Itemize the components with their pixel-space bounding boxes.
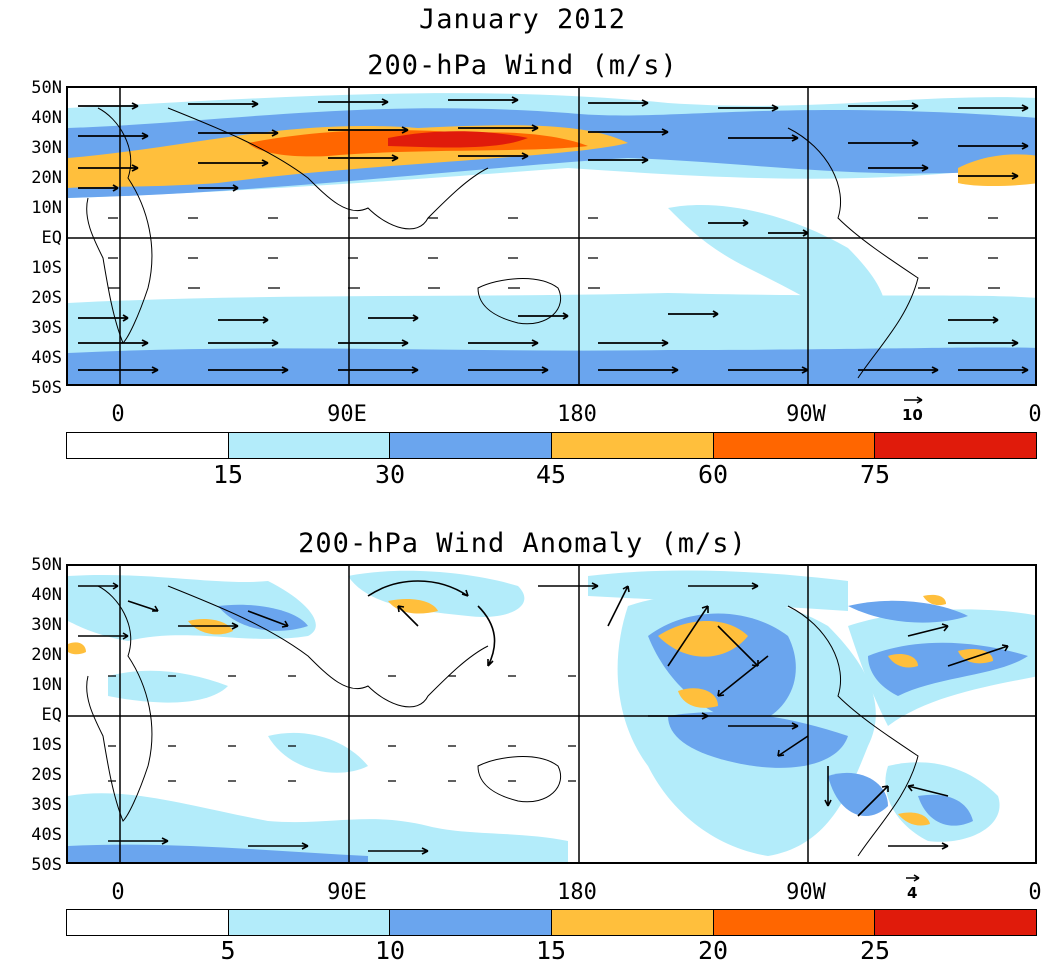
- panel2-colorbar: [66, 909, 1037, 936]
- panel2-colorbar-label: 5: [220, 936, 236, 965]
- panel1-lat-label: EQ: [41, 228, 62, 248]
- panel1-lat-label: 40N: [31, 108, 62, 128]
- panel1-reference-vector-label: 10: [902, 406, 923, 424]
- panel1-lat-label: 10S: [31, 258, 62, 278]
- panel2-reference-vector: 4: [902, 872, 932, 906]
- reference-arrow-icon: [906, 874, 920, 882]
- panel1-shade-75: [388, 131, 528, 148]
- panel1-colorbar-cell: [713, 433, 876, 458]
- panel2-lat-label: 10N: [31, 675, 62, 695]
- panel2-lat-label: 10S: [31, 735, 62, 755]
- panel2-colorbar-label: 20: [697, 936, 729, 965]
- panel1-lat-label: 40S: [31, 348, 62, 368]
- panel2-lon-label: 0: [111, 880, 125, 905]
- panel1-colorbar-cell: [228, 433, 391, 458]
- panel2-lat-label: 40N: [31, 585, 62, 605]
- panel2-shade-10: [68, 600, 1028, 862]
- panel1-small-vectors: [108, 217, 1000, 289]
- panel1-lon-label: 90E: [327, 402, 367, 427]
- panel2-colorbar-cell: [552, 910, 714, 935]
- panel2-lon-label: 90E: [327, 880, 367, 905]
- panel1-lat-label: 20S: [31, 288, 62, 308]
- panel1-colorbar-label: 30: [374, 460, 406, 489]
- panel2-lat-label: 30S: [31, 795, 62, 815]
- panel1-colorbar-label: 60: [697, 460, 729, 489]
- panel2-title: 200-hPa Wind Anomaly (m/s): [298, 528, 747, 559]
- panel2-lat-label: 20S: [31, 765, 62, 785]
- panel2-colorbar-label: 15: [535, 936, 567, 965]
- panel2-colorbar-cell: [228, 910, 391, 935]
- panel2-anomaly-map: [66, 564, 1037, 864]
- panel2-lat-label: 50N: [31, 555, 62, 575]
- panel2-small-vectors: [108, 675, 576, 782]
- panel2-lat-label: EQ: [41, 705, 62, 725]
- panel2-wind-vectors: [78, 580, 1009, 855]
- panel1-colorbar-cell: [390, 433, 553, 458]
- panel1-lon-label: 90W: [786, 402, 826, 427]
- panel1-wind-vectors: [78, 96, 1029, 374]
- panel1-lon-label: 0: [111, 402, 125, 427]
- panel1-lon-label: 0: [1028, 402, 1042, 427]
- panel2-lat-label: 20N: [31, 645, 62, 665]
- panel2-coastlines: [86, 585, 919, 857]
- panel1-colorbar-label: 75: [859, 460, 891, 489]
- panel2-lat-label: 50S: [31, 855, 62, 875]
- panel1-map-graphic: [68, 88, 1035, 384]
- panel2-shade-15: [68, 594, 993, 826]
- panel1-lon-label: 180: [557, 402, 597, 427]
- panel1-wind-map: [66, 86, 1037, 386]
- panel1-colorbar-cell: [67, 433, 229, 458]
- panel2-colorbar-cell: [67, 910, 229, 935]
- panel1-lat-label: 10N: [31, 198, 62, 218]
- panel1-lat-label: 20N: [31, 168, 62, 188]
- panel1-colorbar-label: 15: [212, 460, 244, 489]
- panel2-map-graphic: [68, 566, 1035, 862]
- panel2-colorbar-label: 10: [374, 936, 406, 965]
- panel1-lat-label: 30N: [31, 138, 62, 158]
- panel1-colorbar-cell: [552, 433, 714, 458]
- panel1-lat-label: 50S: [31, 378, 62, 398]
- panel1-lat-label: 50N: [31, 78, 62, 98]
- panel1-colorbar-label: 45: [535, 460, 567, 489]
- panel1-shade-sh30: [68, 347, 1035, 384]
- panel2-reference-vector-label: 4: [907, 884, 918, 902]
- panel2-colorbar-cell: [875, 910, 1037, 935]
- reference-arrow-icon: [904, 396, 923, 404]
- panel1-coastlines: [86, 107, 919, 379]
- panel1-reference-vector: 10: [900, 394, 930, 428]
- panel2-lat-label: 30N: [31, 615, 62, 635]
- panel2-lon-label: 180: [557, 880, 597, 905]
- panel2-lon-label: 90W: [786, 880, 826, 905]
- panel1-title: 200-hPa Wind (m/s): [367, 50, 678, 81]
- panel2-lat-label: 40S: [31, 825, 62, 845]
- panel1-lat-label: 30S: [31, 318, 62, 338]
- panel1-colorbar: [66, 432, 1037, 459]
- panel2-colorbar-cell: [390, 910, 553, 935]
- panel2-lon-label: 0: [1028, 880, 1042, 905]
- panel2-colorbar-label: 25: [859, 936, 891, 965]
- main-title: January 2012: [418, 4, 627, 35]
- panel1-colorbar-cell: [875, 433, 1037, 458]
- panel2-colorbar-cell: [713, 910, 876, 935]
